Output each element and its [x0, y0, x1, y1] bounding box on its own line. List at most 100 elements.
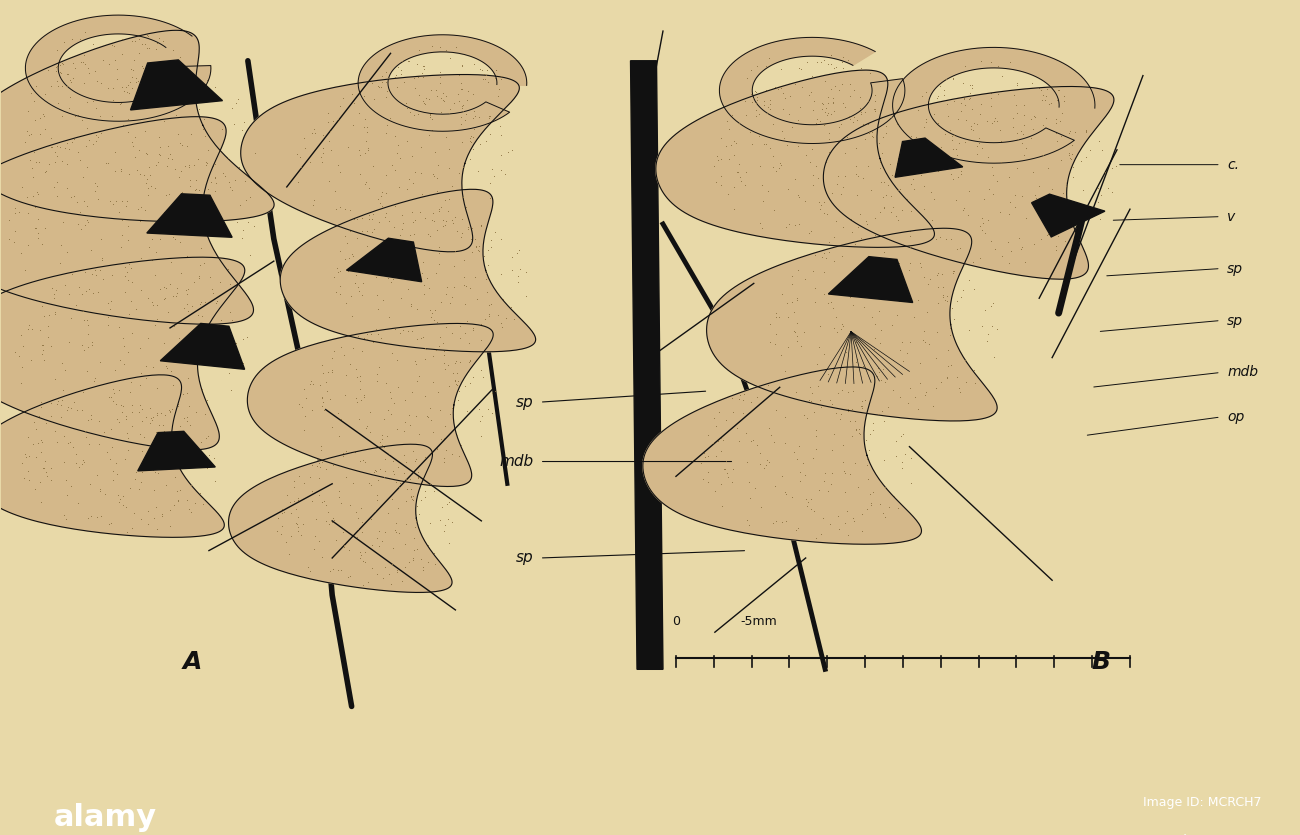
- Point: [32, 462, 53, 475]
- Point: [36, 469, 57, 483]
- Point: [953, 204, 974, 217]
- Point: [823, 91, 844, 104]
- Point: [148, 467, 169, 480]
- Point: [432, 296, 452, 309]
- Point: [303, 123, 324, 136]
- Point: [946, 148, 967, 161]
- Point: [958, 323, 979, 337]
- Point: [883, 200, 903, 214]
- Point: [179, 173, 200, 186]
- Point: [151, 407, 172, 420]
- Point: [408, 261, 429, 274]
- Point: [918, 93, 939, 106]
- Point: [312, 550, 333, 564]
- Point: [153, 426, 174, 439]
- Point: [329, 484, 350, 498]
- Point: [420, 516, 441, 529]
- Point: [845, 414, 866, 428]
- Point: [849, 423, 870, 436]
- Point: [850, 428, 871, 441]
- Point: [746, 94, 767, 107]
- Point: [948, 170, 968, 183]
- Point: [468, 110, 489, 124]
- Point: [330, 200, 351, 214]
- Point: [779, 107, 800, 120]
- Point: [451, 99, 472, 113]
- Point: [864, 211, 885, 225]
- Point: [389, 180, 410, 194]
- Point: [328, 114, 348, 128]
- Point: [105, 53, 126, 67]
- Point: [177, 414, 198, 428]
- Point: [107, 412, 127, 426]
- Point: [790, 63, 811, 76]
- Point: [468, 164, 489, 178]
- Point: [164, 71, 185, 84]
- Point: [827, 326, 848, 339]
- Point: [703, 412, 724, 425]
- Point: [868, 304, 889, 317]
- Text: sp: sp: [516, 550, 533, 565]
- Point: [1045, 215, 1066, 229]
- Point: [224, 117, 244, 130]
- Point: [378, 214, 399, 227]
- Point: [757, 137, 777, 150]
- Point: [122, 139, 143, 153]
- Point: [928, 89, 949, 103]
- Point: [891, 268, 911, 281]
- Point: [27, 185, 48, 199]
- Point: [832, 78, 853, 91]
- Point: [328, 406, 348, 419]
- Point: [413, 255, 434, 268]
- Point: [1060, 124, 1080, 138]
- Point: [442, 290, 463, 303]
- Point: [805, 249, 826, 262]
- Point: [399, 408, 420, 422]
- Point: [155, 188, 176, 201]
- Point: [101, 516, 122, 529]
- Point: [835, 517, 855, 530]
- Point: [771, 63, 792, 76]
- Point: [42, 140, 62, 154]
- Point: [774, 131, 794, 144]
- Point: [363, 336, 384, 349]
- Point: [23, 415, 44, 428]
- Point: [161, 152, 182, 165]
- Point: [481, 234, 502, 247]
- Point: [134, 64, 155, 78]
- Point: [864, 94, 885, 108]
- Point: [855, 433, 876, 447]
- Point: [858, 94, 879, 108]
- Point: [55, 363, 75, 377]
- Point: [188, 189, 209, 202]
- Point: [455, 113, 476, 126]
- Point: [824, 79, 845, 93]
- Point: [49, 256, 70, 270]
- Point: [898, 264, 919, 277]
- Point: [302, 458, 322, 472]
- Point: [914, 271, 935, 284]
- Point: [94, 426, 114, 439]
- Point: [138, 331, 159, 345]
- Point: [99, 517, 120, 530]
- Point: [226, 215, 247, 229]
- Point: [887, 118, 907, 131]
- Point: [130, 512, 151, 525]
- Point: [312, 155, 333, 169]
- Point: [507, 246, 528, 260]
- Point: [970, 220, 991, 233]
- Point: [114, 452, 135, 465]
- Point: [358, 212, 378, 225]
- Point: [797, 499, 818, 513]
- Point: [162, 230, 183, 244]
- Point: [32, 237, 53, 250]
- Point: [153, 114, 174, 128]
- Point: [133, 61, 153, 74]
- Point: [708, 154, 729, 167]
- Point: [711, 498, 732, 512]
- Point: [446, 377, 467, 391]
- Point: [146, 37, 166, 50]
- Point: [112, 119, 133, 132]
- Point: [354, 391, 374, 404]
- Point: [1031, 232, 1052, 245]
